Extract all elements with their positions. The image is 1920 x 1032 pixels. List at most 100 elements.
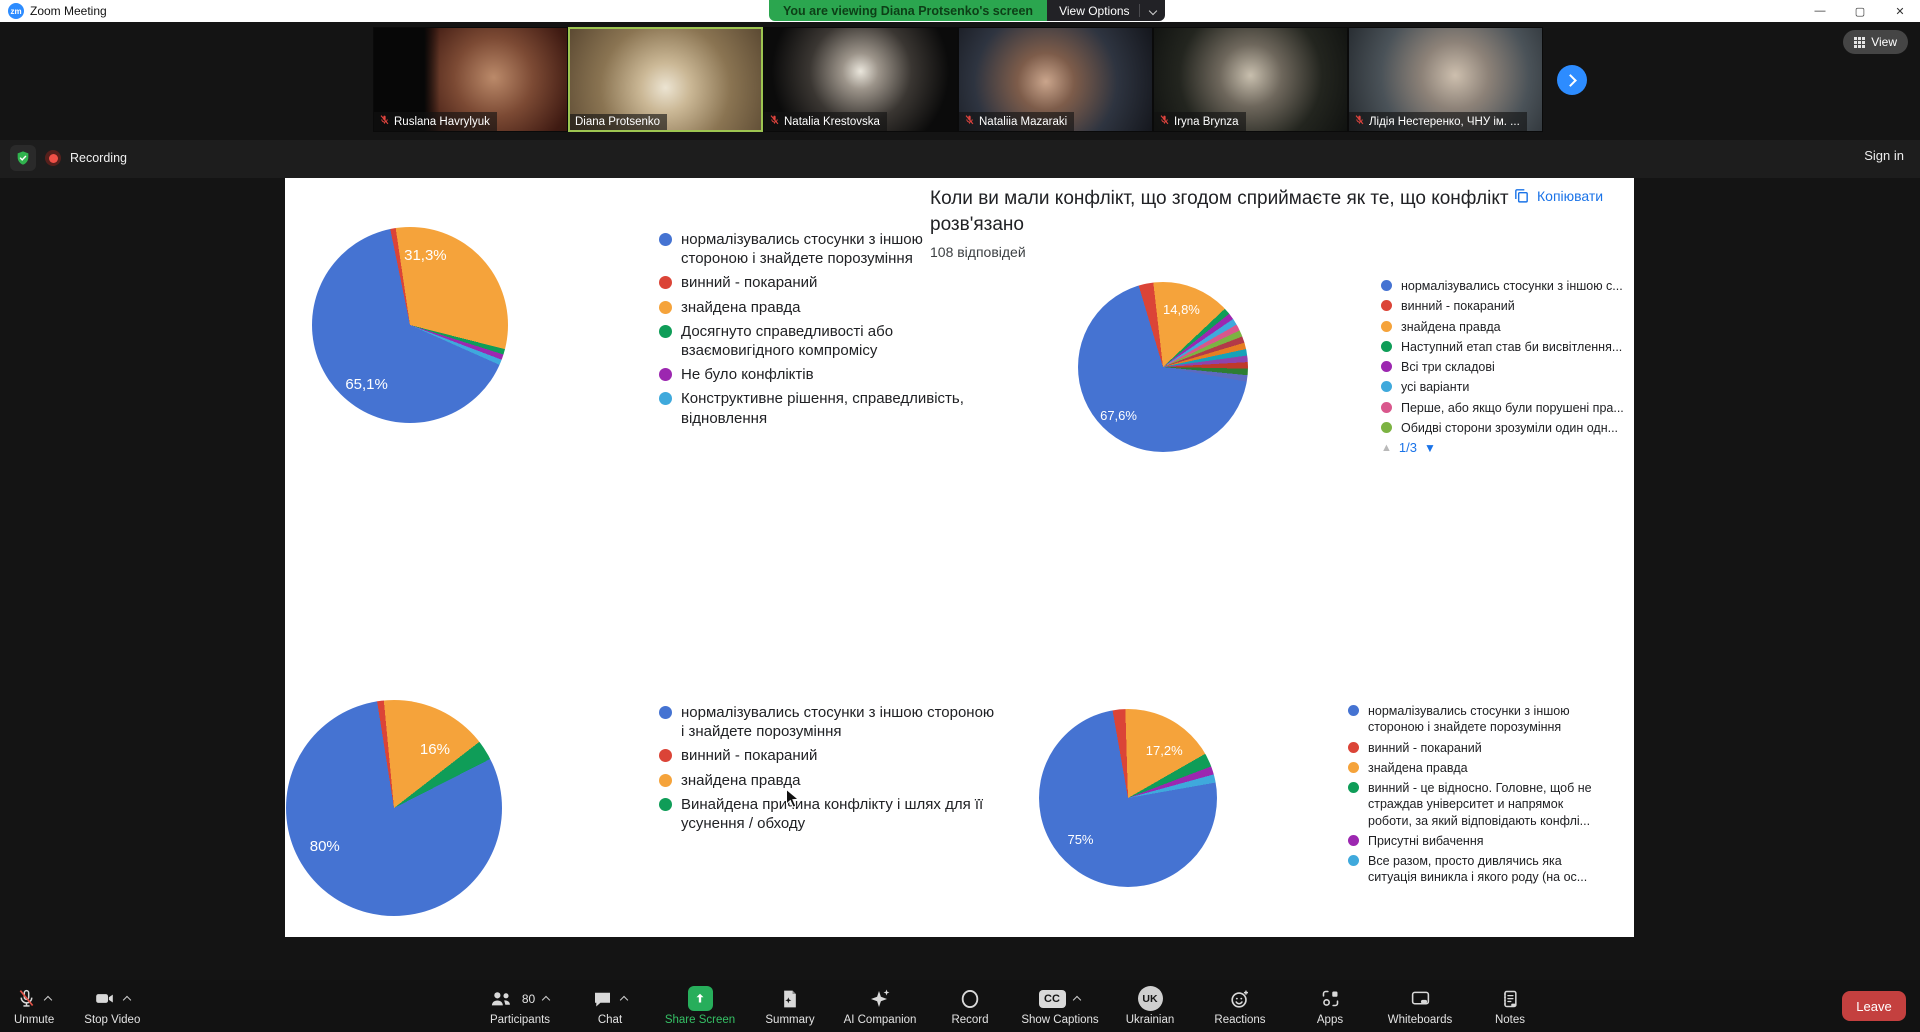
whiteboards-icon: [1411, 991, 1429, 1005]
legend-label: винний - покараний: [1368, 740, 1482, 755]
apps-label: Apps: [1316, 1013, 1344, 1026]
legend-label: знайдена правда: [1401, 319, 1501, 334]
sign-in-link[interactable]: Sign in: [1864, 148, 1904, 163]
legend-bottom-right: нормалізувались стосунки з іншою стороно…: [1348, 703, 1610, 886]
stop-video-button[interactable]: Stop Video: [84, 980, 140, 1032]
whiteboards-label: Whiteboards: [1387, 1013, 1453, 1026]
legend-label: Всі три складові: [1401, 360, 1495, 374]
legend-color-dot-icon: [659, 300, 672, 314]
participants-button[interactable]: 80 Participants: [475, 980, 565, 1032]
pie-percent-label: 80%: [309, 838, 340, 856]
participant-name: Iryna Brynza: [1174, 115, 1239, 128]
security-shield-icon[interactable]: [10, 145, 36, 171]
pie-percent-label: 67,6%: [1100, 407, 1137, 423]
participant-tile[interactable]: Natalia Krestovska: [763, 27, 958, 132]
leave-button[interactable]: Leave: [1842, 991, 1906, 1021]
apps-button[interactable]: Apps: [1285, 980, 1375, 1032]
captions-caret-icon[interactable]: [1073, 996, 1082, 1002]
participant-tile[interactable]: Nataliia Mazaraki: [958, 27, 1153, 132]
close-icon[interactable]: ✕: [1895, 5, 1905, 18]
legend-color-dot-icon: [1381, 361, 1392, 372]
page-up-icon[interactable]: ▲: [1381, 441, 1392, 454]
participant-tile[interactable]: Лідія Нестеренко, ЧНУ ім. ...: [1348, 27, 1543, 132]
legend-top-right: нормалізувались стосунки з іншою с... вин…: [1381, 278, 1641, 436]
legend-label: знайдена правда: [681, 771, 801, 789]
legend-color-dot-icon: [659, 368, 672, 382]
maximize-icon[interactable]: ▢: [1854, 5, 1866, 18]
legend-item: винний - покараний: [1348, 740, 1610, 756]
legend-item: Не було конфліктів: [659, 365, 989, 384]
pie-chart-bottom-right: 75% 17,2%: [1039, 709, 1217, 887]
view-options-label: View Options: [1059, 3, 1130, 18]
legend-label: Все разом, просто дивлячись яка ситуація…: [1368, 854, 1588, 885]
reactions-button[interactable]: Reactions: [1195, 980, 1285, 1032]
legend-bottom-left: нормалізувались стосунки з іншою стороно…: [659, 703, 995, 833]
pie-chart-top-right: 67,6% 14,8%: [1078, 282, 1248, 452]
ai-companion-label: AI Companion: [843, 1013, 917, 1026]
participant-name: Nataliia Mazaraki: [979, 115, 1068, 128]
legend-item: нормалізувались стосунки з іншою стороно…: [659, 703, 995, 741]
reactions-label: Reactions: [1214, 1013, 1266, 1026]
share-screen-button[interactable]: Share Screen: [655, 980, 745, 1032]
ai-companion-button[interactable]: AI Companion: [835, 980, 925, 1032]
recording-label: Recording: [70, 151, 127, 165]
browser-chrome-band: [0, 140, 1920, 178]
language-button[interactable]: UK Ukrainian: [1105, 980, 1195, 1032]
chat-button[interactable]: Chat: [565, 980, 655, 1032]
muted-mic-icon: [1354, 114, 1365, 129]
legend-label: усі варіанти: [1401, 380, 1470, 395]
legend-item: Все разом, просто дивлячись яка ситуація…: [1348, 853, 1610, 886]
copy-button[interactable]: Копіювати: [1513, 187, 1603, 204]
participants-caret-icon[interactable]: [542, 996, 551, 1002]
notes-button[interactable]: Notes: [1465, 980, 1555, 1032]
participant-tile[interactable]: Iryna Brynza: [1153, 27, 1348, 132]
stop-video-caret-icon[interactable]: [123, 996, 132, 1002]
legend-color-dot-icon: [1381, 421, 1392, 433]
participant-name-tag: Iryna Brynza: [1154, 112, 1246, 131]
pie-percent-label: 65,1%: [345, 375, 388, 393]
legend-color-dot-icon: [659, 324, 672, 338]
legend-item: Винайдена причина конфлікту і шлях для ї…: [659, 795, 995, 833]
legend-color-dot-icon: [1381, 401, 1392, 413]
view-button[interactable]: View: [1843, 30, 1908, 54]
show-captions-button[interactable]: CC Show Captions: [1015, 980, 1105, 1032]
legend-pagination: ▲ 1/3 ▼: [1381, 440, 1436, 455]
pie-percent-label: 17,2%: [1145, 742, 1183, 758]
muted-mic-icon: [1159, 114, 1170, 129]
participant-tile[interactable]: Diana Protsenko: [568, 27, 763, 132]
participant-name-tag: Nataliia Mazaraki: [959, 112, 1075, 131]
legend-color-dot-icon: [1348, 855, 1359, 866]
participant-name: Diana Protsenko: [575, 116, 661, 128]
legend-color-dot-icon: [659, 276, 672, 290]
page-down-icon[interactable]: ▼: [1423, 440, 1436, 455]
legend-label: нормалізувались стосунки з іншою стороно…: [1368, 704, 1570, 735]
chat-caret-icon[interactable]: [620, 996, 629, 1002]
legend-item: винний - це відносно. Головне, щоб не ст…: [1348, 780, 1610, 829]
legend-label: знайдена правда: [681, 298, 801, 316]
participant-name-tag: Diana Protsenko: [570, 114, 668, 130]
legend-label: винний - це відносно. Головне, щоб не ст…: [1368, 781, 1592, 828]
legend-item: винний - покараний: [1381, 298, 1641, 314]
captions-icon: CC: [1038, 989, 1066, 1008]
legend-color-dot-icon: [659, 749, 672, 763]
participant-name: Natalia Krestovska: [784, 115, 880, 128]
pie-percent-label: 14,8%: [1163, 302, 1200, 318]
participants-label: Participants: [489, 1013, 551, 1026]
unmute-button[interactable]: Unmute: [14, 980, 54, 1032]
unmute-caret-icon[interactable]: [44, 996, 53, 1002]
chat-icon: [594, 992, 610, 1006]
next-page-button[interactable]: [1557, 65, 1587, 95]
participant-tile[interactable]: Ruslana Havrylyuk: [373, 27, 568, 132]
video-strip: Ruslana Havrylyuk Diana Protsenko Natalia …: [373, 27, 1543, 132]
whiteboards-button[interactable]: Whiteboards: [1375, 980, 1465, 1032]
summary-button[interactable]: Summary: [745, 980, 835, 1032]
share-screen-icon: [687, 986, 713, 1011]
summary-label: Summary: [765, 1013, 815, 1026]
legend-item: нормалізувались стосунки з іншою стороно…: [1348, 703, 1610, 736]
screen-share-banner: You are viewing Diana Protsenko's screen…: [769, 0, 1165, 21]
minimize-icon[interactable]: —: [1814, 5, 1826, 17]
record-button[interactable]: Record: [925, 980, 1015, 1032]
legend-top-left: нормалізувались стосунки з іншою стороно…: [659, 230, 989, 428]
view-options-button[interactable]: View Options: [1047, 0, 1165, 21]
legend-item: винний - покараний: [659, 746, 995, 765]
